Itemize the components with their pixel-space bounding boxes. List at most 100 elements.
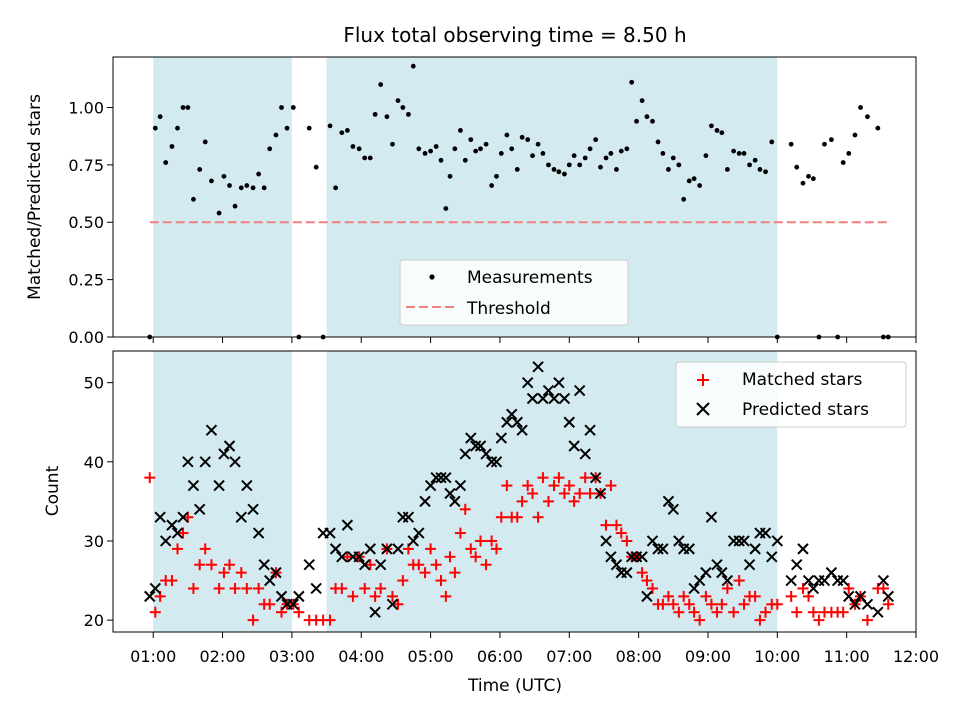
predicted-star-point xyxy=(511,416,523,428)
measurement-point xyxy=(284,125,290,131)
measurement-point xyxy=(267,146,273,152)
measurement-point xyxy=(163,160,169,165)
top-y-tick-label: 1.00 xyxy=(68,98,104,117)
matched-star-point xyxy=(733,575,745,587)
matched-star-point xyxy=(495,511,507,523)
matched-star-point xyxy=(563,480,575,492)
measurement-point xyxy=(494,173,499,179)
measurement-point xyxy=(238,185,244,191)
predicted-star-point xyxy=(738,535,750,547)
predicted-star-point xyxy=(526,392,539,405)
matched-star-point xyxy=(537,472,549,484)
matched-star-point xyxy=(749,590,761,602)
measurement-point xyxy=(489,183,495,188)
measurement-point xyxy=(724,167,730,172)
measurement-point xyxy=(852,132,858,138)
measurement-point xyxy=(582,155,588,161)
matched-star-point xyxy=(149,606,161,618)
matched-star-point xyxy=(171,543,183,555)
measurement-point xyxy=(372,111,378,117)
matched-star-point xyxy=(205,559,217,571)
predicted-star-point xyxy=(641,590,653,603)
predicted-star-point xyxy=(469,440,482,452)
measurement-point xyxy=(709,123,714,129)
top-y-tick-label: 0.75 xyxy=(68,156,104,175)
matched-star-point xyxy=(667,598,679,610)
measurement-point xyxy=(644,114,650,120)
matched-star-point xyxy=(662,590,674,602)
predicted-star-point xyxy=(310,582,322,595)
matched-star-point xyxy=(144,472,156,484)
x-tick-label: 08:00 xyxy=(616,647,662,666)
predicted-star-point xyxy=(558,392,571,405)
predicted-star-point xyxy=(359,559,371,571)
measurement-point xyxy=(800,180,806,186)
measurement-point xyxy=(639,98,645,104)
predicted-star-point xyxy=(843,590,855,603)
measurement-point xyxy=(551,167,557,172)
matched-star-point xyxy=(425,543,437,555)
predicted-star-point xyxy=(600,535,612,547)
matched-star-point xyxy=(359,582,371,594)
predicted-star-point xyxy=(341,519,354,531)
matched-star-point xyxy=(657,598,669,610)
measurement-point xyxy=(221,173,227,179)
measurement-point xyxy=(618,148,624,154)
predicted-star-point xyxy=(771,535,784,547)
bottom-y-tick-label: 50 xyxy=(84,374,104,393)
matched-star-point xyxy=(522,480,534,492)
x-tick-label: 10:00 xyxy=(754,647,800,666)
bottom-y-tick-label: 30 xyxy=(84,532,104,551)
predicted-star-point xyxy=(553,376,565,389)
x-tick-label: 04:00 xyxy=(338,647,384,666)
predicted-star-point xyxy=(688,582,700,595)
matched-star-point xyxy=(584,487,596,499)
predicted-star-point xyxy=(213,479,225,492)
measurement-point xyxy=(816,334,822,340)
predicted-star-point xyxy=(589,471,602,484)
bottom-x-axis: 01:00 02:00 03:00 04:00 05:00 06:00 07:00 08:00… xyxy=(130,632,939,666)
measurement-point xyxy=(846,150,852,156)
predicted-star-point xyxy=(419,495,431,508)
matched-star-point xyxy=(542,495,554,507)
predicted-star-point xyxy=(480,448,492,460)
matched-star-point xyxy=(413,559,425,571)
predicted-star-point xyxy=(625,551,638,563)
measurement-point xyxy=(344,128,350,133)
predicted-star-point xyxy=(386,598,399,611)
matched-star-point xyxy=(419,567,431,579)
matched-star-point xyxy=(738,598,750,610)
matched-star-point xyxy=(527,487,539,499)
x-tick-label: 09:00 xyxy=(685,647,731,666)
predicted-star-point xyxy=(568,440,580,452)
predicted-star-point xyxy=(749,543,761,555)
measurement-point xyxy=(556,169,562,175)
predicted-star-point xyxy=(247,503,259,516)
matched-star-point xyxy=(213,582,225,594)
predicted-star-point xyxy=(144,590,156,603)
predicted-star-point xyxy=(693,574,706,587)
measurement-point xyxy=(473,148,479,154)
predicted-star-point xyxy=(218,448,230,460)
measurement-point xyxy=(858,105,863,110)
measurement-point xyxy=(390,141,395,147)
predicted-star-point xyxy=(495,432,508,444)
predicted-star-point xyxy=(573,384,586,397)
legend-measurements-label: Measurements xyxy=(467,268,593,288)
predicted-star-point xyxy=(154,511,166,523)
measurement-point xyxy=(452,146,458,152)
predicted-star-point xyxy=(791,559,803,571)
predicted-star-point xyxy=(171,527,184,539)
predicted-star-point xyxy=(882,590,894,603)
matched-star-point xyxy=(558,487,570,499)
measurement-point xyxy=(509,146,515,152)
predicted-star-point xyxy=(733,535,745,547)
measurement-point xyxy=(519,134,525,140)
measurement-point xyxy=(741,150,747,156)
matched-star-point xyxy=(449,567,461,579)
measurement-point xyxy=(416,146,422,152)
matched-star-point xyxy=(700,590,712,602)
measurement-point xyxy=(438,157,444,163)
predicted-star-point xyxy=(413,527,425,539)
